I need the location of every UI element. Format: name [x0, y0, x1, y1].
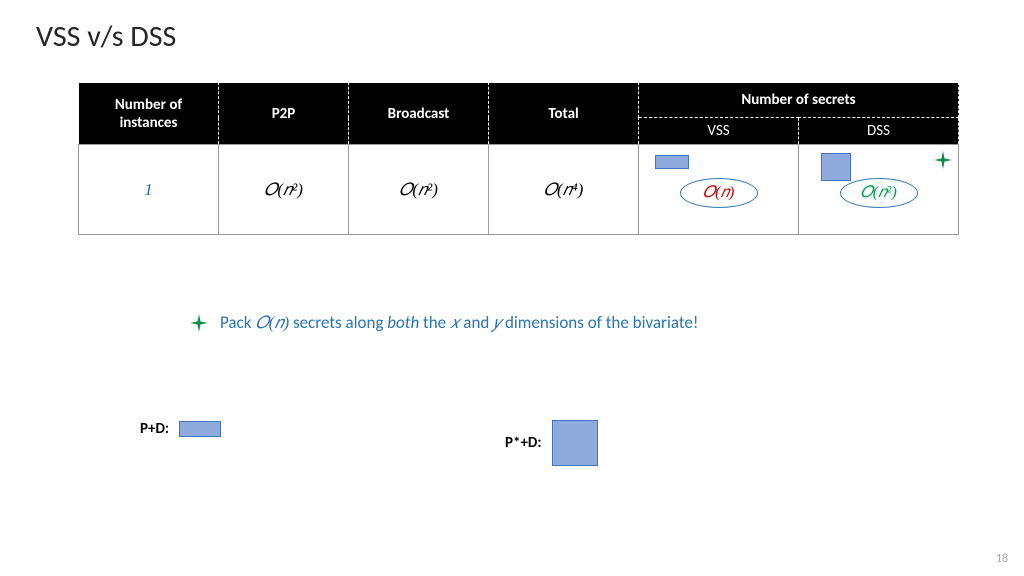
- pd-rect-icon: [179, 421, 221, 437]
- cell-vss: 𝑂(𝑛): [639, 145, 799, 235]
- table-row: 1 𝑂(𝑛²) 𝑂(𝑛²) 𝑂(𝑛⁴) 𝑂(𝑛) 𝑂(𝑛²): [79, 145, 959, 235]
- legend-pstar-label: P*+D:: [505, 434, 542, 452]
- comparison-table: Number of instances P2P Broadcast Total …: [78, 82, 958, 235]
- th-total: Total: [489, 83, 639, 145]
- dss-rect-icon: [821, 153, 851, 181]
- th-p2p: P2P: [219, 83, 349, 145]
- star-icon: [190, 314, 208, 332]
- th-vss: VSS: [639, 118, 799, 145]
- page-number: 18: [996, 552, 1008, 566]
- th-broadcast: Broadcast: [349, 83, 489, 145]
- vss-rect-icon: [655, 155, 689, 169]
- dss-oval: 𝑂(𝑛²): [840, 178, 918, 208]
- note-row: Pack 𝑂(𝑛) secrets along both the 𝑥 and 𝑦…: [190, 312, 698, 333]
- star-icon: [934, 151, 952, 169]
- slide-title: VSS v/s DSS: [36, 18, 176, 55]
- legend-pd-label: P+D:: [140, 420, 169, 438]
- note-text: Pack 𝑂(𝑛) secrets along both the 𝑥 and 𝑦…: [220, 312, 698, 333]
- pstar-rect-icon: [552, 420, 598, 466]
- cell-broadcast: 𝑂(𝑛²): [349, 145, 489, 235]
- legend-pstar: P*+D:: [505, 420, 598, 466]
- cell-total: 𝑂(𝑛⁴): [489, 145, 639, 235]
- cell-p2p: 𝑂(𝑛²): [219, 145, 349, 235]
- th-instances: Number of instances: [79, 83, 219, 145]
- th-dss: DSS: [799, 118, 959, 145]
- cell-dss: 𝑂(𝑛²): [799, 145, 959, 235]
- cell-instances: 1: [79, 145, 219, 235]
- legend-pd: P+D:: [140, 420, 221, 438]
- th-secrets: Number of secrets: [639, 83, 959, 118]
- vss-oval: 𝑂(𝑛): [680, 178, 758, 208]
